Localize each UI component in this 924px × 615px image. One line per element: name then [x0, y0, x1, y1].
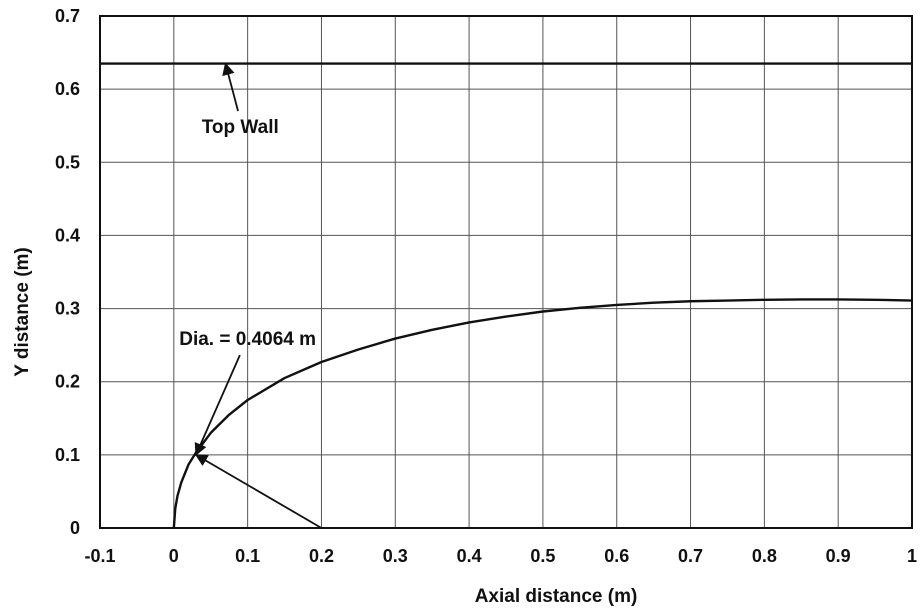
x-axis-label: Axial distance (m) — [475, 586, 638, 607]
annotation-arrow — [222, 62, 239, 112]
y-tick-label: 0.5 — [55, 152, 80, 172]
x-tick-label: -0.1 — [84, 546, 115, 566]
x-tick-label: 0.4 — [457, 546, 482, 566]
annotation-arrow — [194, 454, 322, 529]
annotations: Top Wall Dia. = 0.4064 m — [179, 62, 322, 529]
y-tick-label: 0 — [70, 518, 80, 538]
x-tick-label: 0.7 — [678, 546, 703, 566]
annotation-arrow — [194, 354, 241, 457]
annotation-label: Dia. = 0.4064 m — [179, 329, 316, 350]
x-tick-label: 0.3 — [383, 546, 408, 566]
x-tick-label: 0.9 — [826, 546, 851, 566]
plot-frame — [99, 15, 913, 529]
y-tick-label: 0.2 — [55, 372, 80, 392]
x-tick-label: 0 — [169, 546, 179, 566]
y-tick-label: 0.3 — [55, 299, 80, 319]
series-line — [172, 298, 913, 529]
y-axis-ticks: 0 0.1 0.2 0.3 0.4 0.5 0.6 0.7 — [55, 6, 80, 538]
y-tick-label: 0.7 — [55, 6, 80, 26]
series-group — [100, 62, 913, 529]
x-tick-label: 1 — [907, 546, 917, 566]
y-tick-label: 0.1 — [55, 445, 80, 465]
x-tick-label: 0.1 — [235, 546, 260, 566]
x-axis-ticks: -0.1 0 0.1 0.2 0.3 0.4 0.5 0.6 0.7 0.8 0.9 1 — [84, 546, 917, 566]
x-tick-label: 0.5 — [530, 546, 555, 566]
x-tick-label: 0.8 — [752, 546, 777, 566]
grid — [99, 15, 913, 529]
x-tick-label: 0.2 — [309, 546, 334, 566]
y-tick-label: 0.6 — [55, 79, 80, 99]
x-tick-label: 0.6 — [604, 546, 629, 566]
y-axis-label: Y distance (m) — [12, 247, 33, 377]
annotation-label: Top Wall — [202, 117, 279, 138]
y-tick-label: 0.4 — [55, 225, 80, 245]
